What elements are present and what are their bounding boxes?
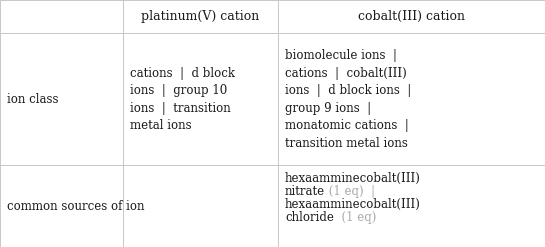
Text: (1 eq): (1 eq) [334, 211, 376, 224]
Text: cations  |  d block
ions  |  group 10
ions  |  transition
metal ions: cations | d block ions | group 10 ions |… [130, 67, 235, 132]
Bar [278, 33, 545, 165]
Text: (1 eq)  |: (1 eq) | [325, 185, 375, 198]
Text: biomolecule ions  |
cations  |  cobalt(III)
ions  |  d block ions  |
group 9 ion: biomolecule ions | cations | cobalt(III)… [285, 49, 411, 150]
Text: platinum(V) cation: platinum(V) cation [141, 10, 259, 23]
Text: common sources of ion: common sources of ion [7, 200, 144, 213]
Text: hexaamminecobalt(III): hexaamminecobalt(III) [285, 198, 421, 211]
Text: ion class: ion class [7, 93, 58, 106]
Text: hexaamminecobalt(III): hexaamminecobalt(III) [285, 171, 421, 185]
Text: nitrate: nitrate [285, 185, 325, 198]
Bar [278, 0, 545, 33]
Bar [123, 33, 278, 165]
Text: cobalt(III) cation: cobalt(III) cation [358, 10, 465, 23]
Text: chloride: chloride [285, 211, 334, 224]
Bar [0, 0, 123, 33]
Bar [123, 165, 278, 247]
Bar [0, 33, 123, 165]
Bar [278, 165, 545, 247]
Bar [0, 165, 123, 247]
Bar [123, 0, 278, 33]
